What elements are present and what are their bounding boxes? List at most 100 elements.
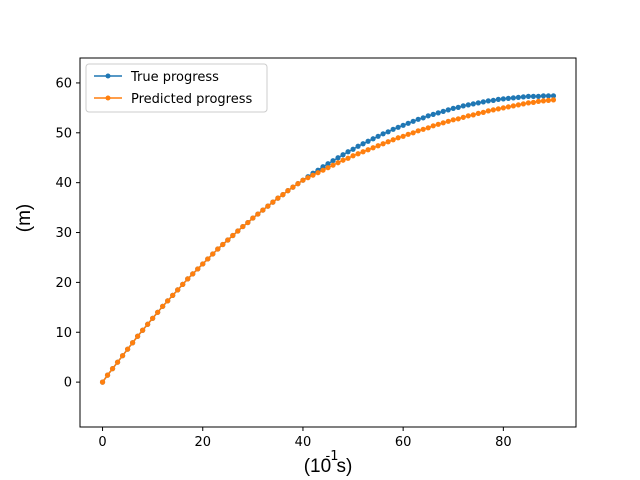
series-layer (99, 93, 557, 385)
y-tick-label: 50 (55, 126, 72, 141)
data-point-predicted-progress (320, 167, 326, 173)
data-point-predicted-progress (325, 165, 331, 171)
data-point-predicted-progress (480, 109, 486, 115)
data-point-true-progress (410, 118, 416, 124)
data-point-true-progress (425, 113, 431, 119)
data-point-true-progress (505, 95, 511, 101)
data-point-predicted-progress (220, 241, 226, 248)
data-point-true-progress (370, 136, 376, 142)
data-point-predicted-progress (135, 333, 141, 339)
legend-marker-predicted-progress (105, 95, 111, 101)
data-point-true-progress (365, 138, 371, 144)
data-point-predicted-progress (130, 340, 136, 346)
data-point-predicted-progress (350, 153, 356, 159)
data-point-true-progress (420, 115, 426, 121)
data-point-true-progress (430, 111, 436, 117)
data-point-predicted-progress (405, 131, 411, 137)
data-point-true-progress (530, 93, 537, 99)
data-point-predicted-progress (240, 223, 246, 230)
data-point-predicted-progress (370, 145, 376, 151)
data-point-predicted-progress (500, 105, 506, 111)
data-point-predicted-progress (205, 256, 211, 262)
data-point-predicted-progress (310, 172, 316, 178)
data-point-predicted-progress (475, 110, 481, 116)
data-point-true-progress (445, 107, 451, 113)
x-tick-label: 0 (98, 435, 106, 450)
plot-area (79, 57, 577, 428)
data-point-true-progress (525, 93, 532, 99)
legend-marker-true-progress (105, 73, 111, 79)
data-point-predicted-progress (440, 120, 446, 126)
data-point-true-progress (360, 141, 366, 147)
data-point-true-progress (450, 105, 456, 111)
data-point-predicted-progress (360, 149, 366, 155)
data-point-predicted-progress (170, 292, 176, 298)
x-tick-label: 40 (295, 435, 312, 450)
data-point-true-progress (470, 101, 476, 107)
x-tick-label: 20 (194, 435, 211, 450)
data-point-predicted-progress (109, 366, 116, 372)
series-predicted-progress (99, 97, 557, 385)
legend-label-predicted-progress: Predicted progress (131, 92, 253, 107)
y-tick-label: 10 (55, 326, 72, 341)
data-point-true-progress (330, 158, 336, 164)
data-point-predicted-progress (290, 184, 296, 190)
data-point-predicted-progress (230, 232, 236, 239)
data-point-predicted-progress (515, 102, 521, 108)
x-tick-label: 80 (495, 435, 512, 450)
data-point-predicted-progress (445, 118, 451, 124)
data-point-predicted-progress (250, 215, 256, 221)
data-point-predicted-progress (390, 137, 396, 143)
data-point-predicted-progress (525, 100, 532, 106)
data-point-true-progress (460, 103, 466, 109)
x-axis: 0 20 40 60 80 (98, 427, 512, 450)
data-point-predicted-progress (160, 303, 166, 309)
data-point-predicted-progress (485, 108, 491, 114)
data-point-predicted-progress (385, 139, 391, 145)
data-point-predicted-progress (140, 327, 146, 333)
data-point-true-progress (355, 143, 361, 149)
data-point-true-progress (380, 131, 386, 137)
data-point-true-progress (435, 110, 441, 116)
data-point-true-progress (390, 126, 396, 132)
data-point-predicted-progress (145, 321, 151, 327)
data-point-predicted-progress (520, 101, 526, 107)
data-point-predicted-progress (210, 251, 216, 257)
x-tick-label: 60 (395, 435, 412, 450)
data-point-true-progress (345, 149, 351, 155)
data-point-predicted-progress (415, 128, 421, 134)
data-point-true-progress (405, 120, 411, 126)
data-point-predicted-progress (260, 207, 266, 213)
data-point-true-progress (500, 96, 506, 102)
data-point-true-progress (465, 102, 471, 108)
data-point-predicted-progress (280, 192, 286, 198)
data-point-predicted-progress (185, 276, 191, 282)
data-point-predicted-progress (465, 113, 471, 119)
data-point-true-progress (385, 129, 391, 135)
data-point-predicted-progress (255, 211, 261, 217)
data-point-predicted-progress (510, 103, 516, 109)
data-point-predicted-progress (190, 271, 196, 277)
data-point-predicted-progress (400, 133, 406, 139)
data-point-predicted-progress (375, 143, 381, 149)
data-point-predicted-progress (495, 106, 501, 112)
data-point-true-progress (480, 99, 486, 105)
data-point-predicted-progress (245, 219, 251, 226)
y-axis: 0 10 20 30 40 50 60 (55, 76, 80, 391)
data-point-predicted-progress (119, 353, 126, 359)
data-point-true-progress (485, 98, 491, 104)
data-point-predicted-progress (340, 157, 346, 163)
data-point-predicted-progress (395, 135, 401, 141)
data-point-predicted-progress (355, 151, 361, 157)
data-point-true-progress (325, 161, 331, 167)
data-point-predicted-progress (305, 175, 311, 181)
data-point-predicted-progress (165, 298, 171, 304)
data-point-true-progress (490, 97, 496, 103)
data-point-true-progress (540, 93, 547, 99)
data-point-predicted-progress (490, 107, 496, 113)
data-point-true-progress (510, 95, 516, 101)
y-tick-label: 30 (55, 226, 72, 241)
data-point-true-progress (350, 146, 356, 152)
data-point-true-progress (550, 93, 557, 99)
